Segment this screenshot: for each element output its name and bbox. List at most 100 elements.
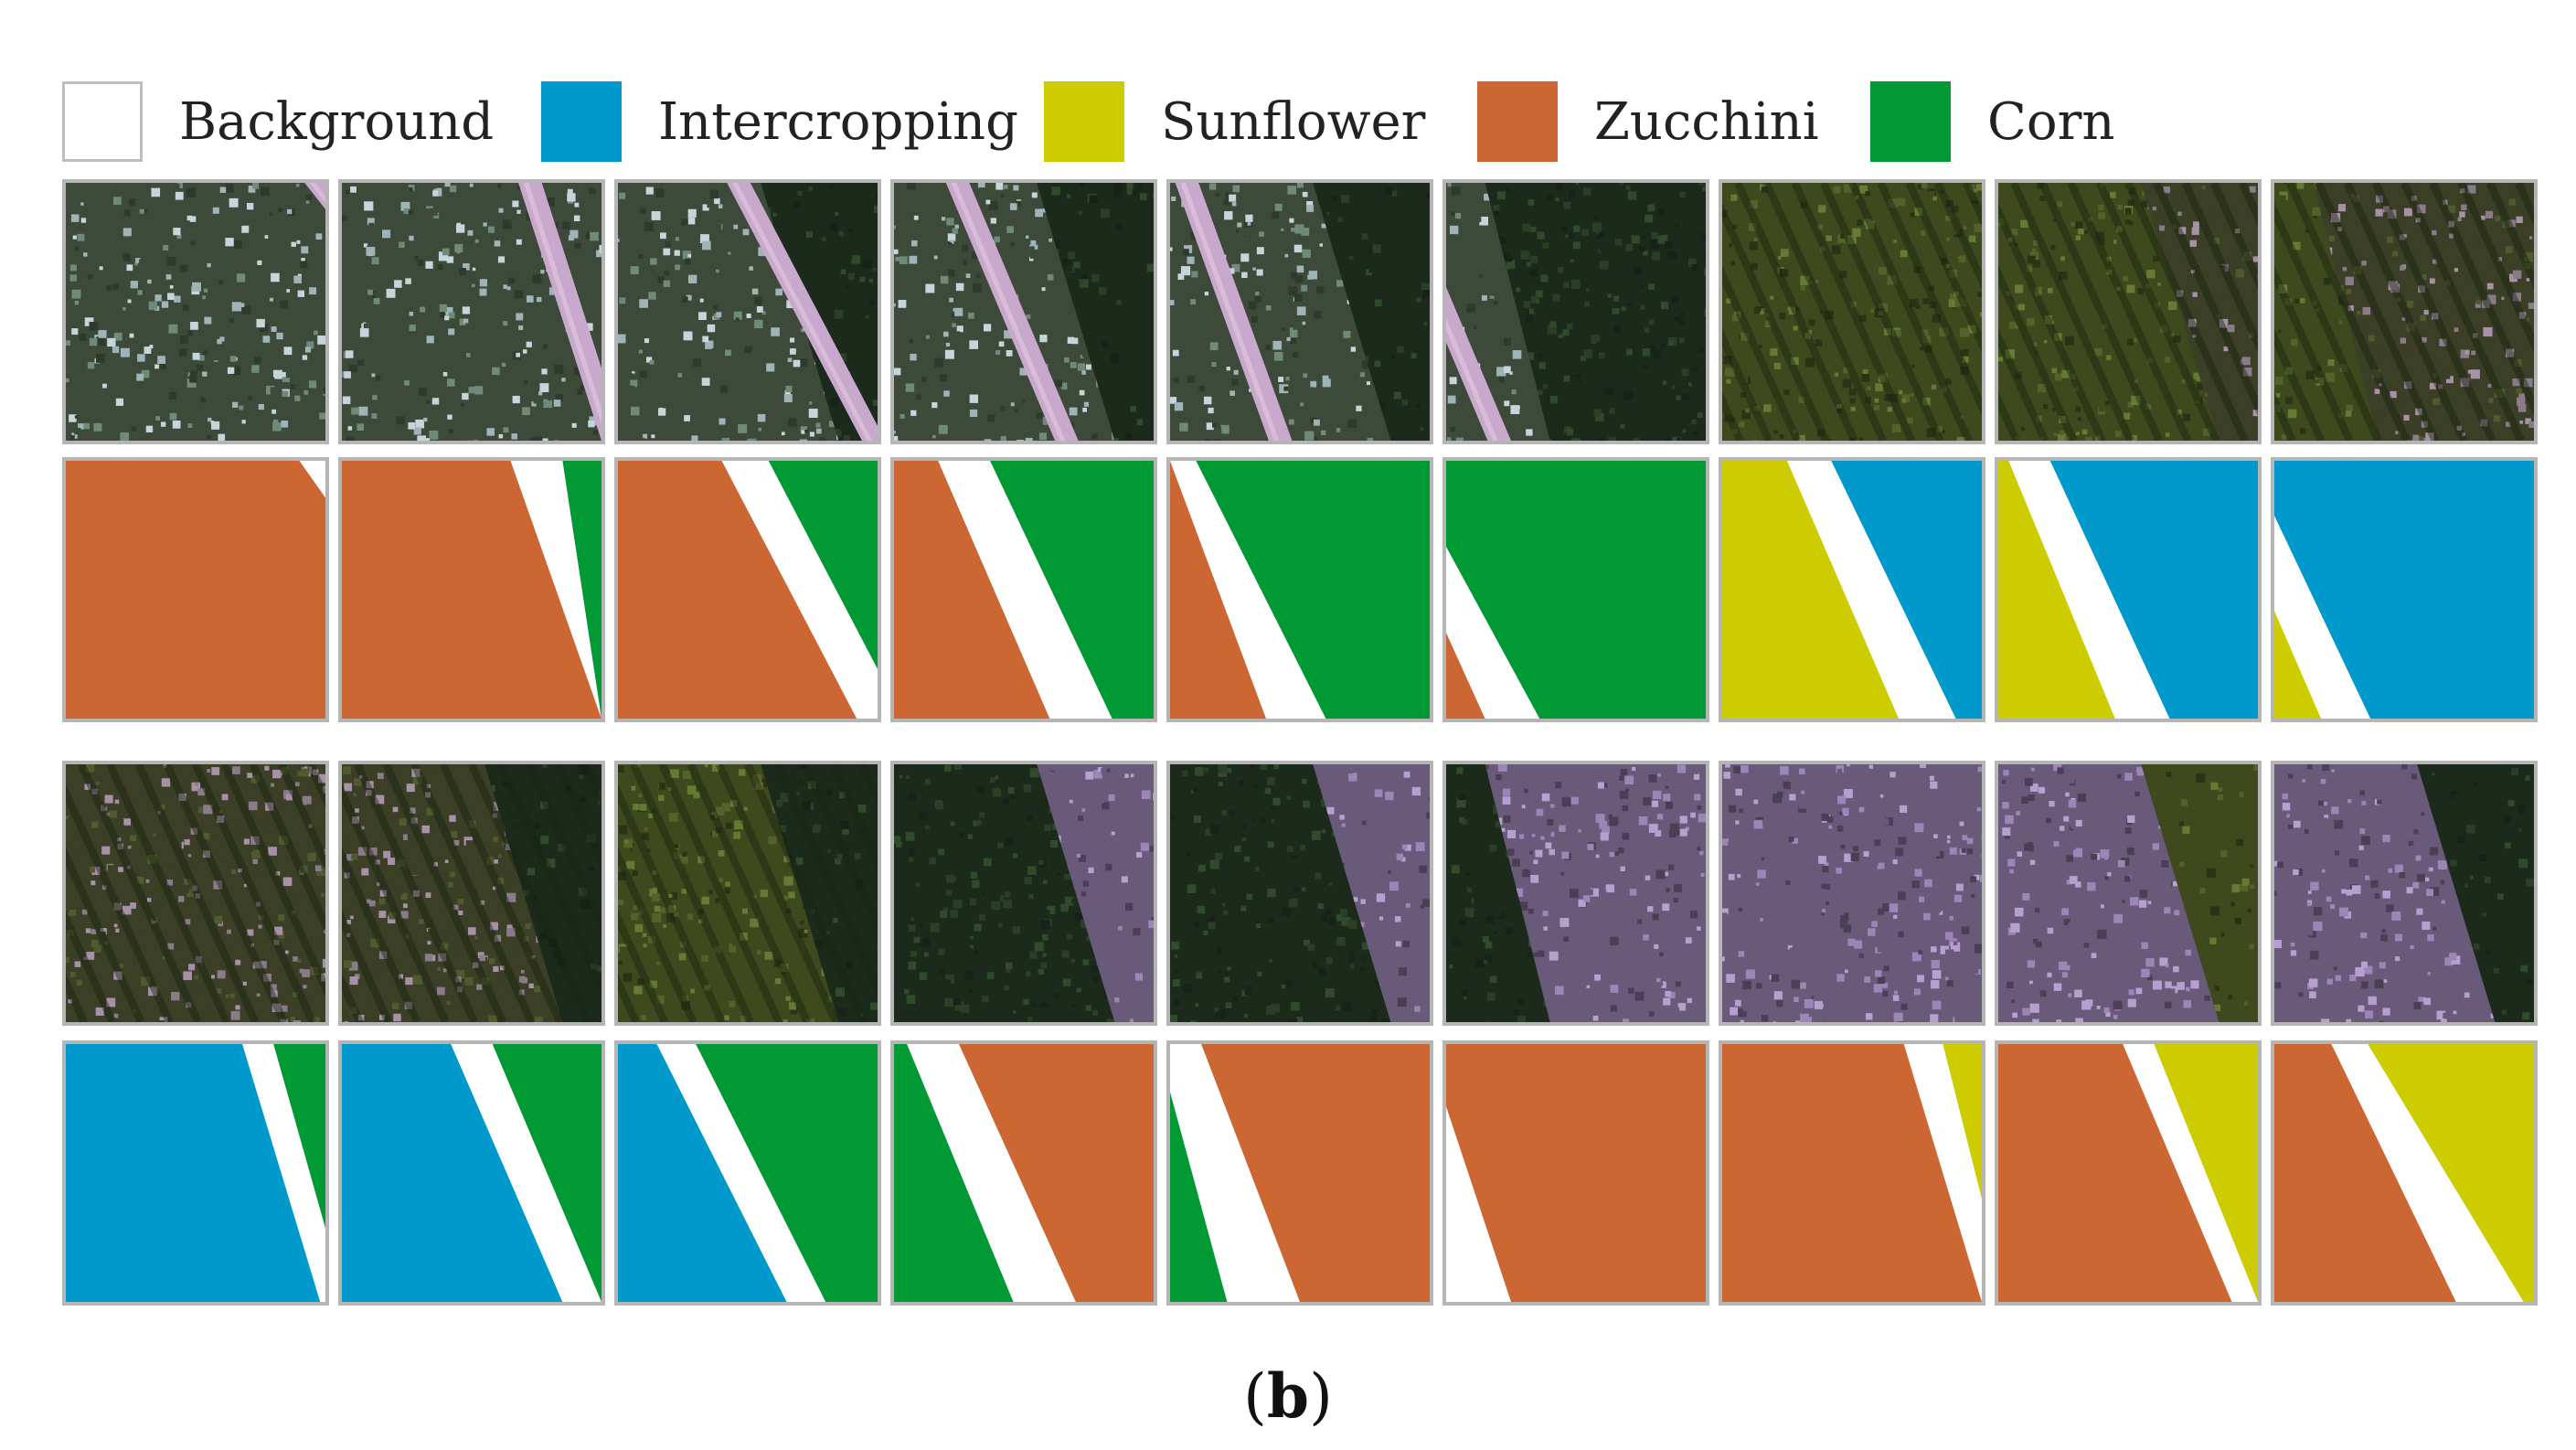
crop-row-line xyxy=(1762,183,1887,441)
mask-background-stripe xyxy=(2008,461,2170,719)
segmentation-mask-tile xyxy=(338,1040,605,1306)
crop-row-line xyxy=(66,784,174,1022)
legend-label-intercropping: Intercropping xyxy=(658,91,1018,152)
crop-row-line xyxy=(192,764,316,1022)
crop-row-line xyxy=(66,846,145,1022)
mask-sunflower-region xyxy=(2154,1044,2258,1302)
segmentation-mask-tile xyxy=(1719,457,1985,722)
mask-background-stripe xyxy=(721,461,878,719)
mask-corn-region xyxy=(990,461,1154,719)
crop-row-line xyxy=(342,846,421,1022)
canopy-texture xyxy=(1722,183,1982,441)
aerial-photo-tile xyxy=(338,179,605,444)
photo-base xyxy=(342,183,601,441)
crop-row-line xyxy=(2274,202,2382,441)
aerial-photo-tile xyxy=(1719,179,1985,444)
mask-zucchini-region xyxy=(894,461,1050,719)
crop-row-line xyxy=(78,764,202,1022)
mask-corn-region xyxy=(696,1044,878,1302)
mask-sunflower-region xyxy=(1722,461,1900,719)
crop-row-line xyxy=(687,764,812,1022)
mask-corn-region xyxy=(492,1044,601,1302)
legend-swatch-corn xyxy=(1870,81,1951,162)
mask-background-stripe xyxy=(1170,461,1326,719)
crop-row-line xyxy=(772,764,878,997)
dirt-road xyxy=(518,183,601,441)
mask-zucchini-region xyxy=(1446,1044,1706,1302)
crop-row-line xyxy=(354,764,478,1022)
crop-row-line xyxy=(2038,183,2163,441)
segmentation-mask-tile xyxy=(1442,1040,1709,1306)
mask-background-stripe xyxy=(451,1044,601,1302)
segmentation-mask-tile xyxy=(1995,1040,2262,1306)
photo-secondary-field xyxy=(1037,764,1154,1022)
crop-row-line xyxy=(618,909,669,1022)
mask-intercropping-region xyxy=(2274,461,2534,719)
aerial-photo-tile xyxy=(890,761,1157,1026)
dirt-road-edge xyxy=(1180,183,1280,441)
mask-zucchini-region xyxy=(1722,1044,1982,1302)
dirt-road-edge xyxy=(731,183,873,441)
mask-sunflower-region xyxy=(1943,1044,1982,1302)
crop-row-line xyxy=(1722,327,1773,441)
photo-secondary-field xyxy=(2417,764,2534,1022)
crop-row-line xyxy=(410,764,536,1022)
crop-row-line xyxy=(2274,264,2354,441)
photo-base xyxy=(66,183,325,441)
photo-secondary-field xyxy=(1313,764,1430,1022)
canopy-texture xyxy=(1722,764,1982,1022)
crop-row-line xyxy=(2067,183,2192,441)
crop-row-line xyxy=(829,764,878,871)
mask-zucchini-region xyxy=(1998,1044,2232,1302)
aerial-photo-tile xyxy=(614,179,881,444)
aerial-photo-tile xyxy=(2271,761,2538,1026)
mask-sunflower-region xyxy=(2368,1044,2534,1302)
aerial-photo-tile xyxy=(338,761,605,1026)
mask-corn-region xyxy=(894,1044,1014,1302)
aerial-photo-tile xyxy=(1442,179,1709,444)
mask-zucchini-region xyxy=(66,461,325,719)
crop-row-line xyxy=(1933,183,1982,290)
segmentation-mask-tile xyxy=(890,457,1157,722)
segmentation-mask-tile xyxy=(1166,1040,1433,1306)
photo-secondary-field xyxy=(1313,183,1430,441)
crop-row-line xyxy=(1722,202,1830,441)
crop-row-line xyxy=(2429,183,2534,416)
legend-label-background: Background xyxy=(179,91,495,152)
photo-secondary-field xyxy=(484,764,601,1022)
mask-corn-region xyxy=(1196,461,1430,719)
crop-row-line xyxy=(2010,183,2134,441)
crop-row-line xyxy=(2315,183,2439,441)
crop-row-line xyxy=(801,764,878,934)
caption-open-paren: ( xyxy=(1243,1361,1267,1432)
segmentation-mask-tile xyxy=(1995,457,2262,722)
mask-zucchini-region xyxy=(618,461,857,719)
crop-row-line xyxy=(1819,183,1944,441)
mask-corn-region xyxy=(1170,1044,1228,1302)
segmentation-mask-tile xyxy=(1442,457,1709,722)
aerial-photo-tile xyxy=(1166,761,1433,1026)
crop-row-line xyxy=(66,909,117,1022)
mask-zucchini-region xyxy=(342,461,601,719)
mask-background-stripe xyxy=(907,1044,1076,1302)
crop-row-line xyxy=(1905,183,1982,353)
segmentation-mask-tile xyxy=(614,457,881,722)
crop-row-line xyxy=(1998,327,2049,441)
segmentation-mask-tile xyxy=(1719,1040,1985,1306)
segmentation-mask-tile xyxy=(2271,1040,2538,1306)
mask-corn-region xyxy=(1446,461,1706,719)
crop-row-line xyxy=(1877,183,1982,416)
aerial-photo-tile xyxy=(614,761,881,1026)
crop-row-line xyxy=(618,846,697,1022)
dirt-road-edge xyxy=(951,183,1066,441)
crop-row-line xyxy=(468,764,592,1022)
crop-row-line xyxy=(1998,264,2078,441)
legend-item-corn: Corn xyxy=(1870,80,2114,163)
mask-intercropping-region xyxy=(66,1044,321,1302)
legend-swatch-background xyxy=(62,81,143,162)
segmentation-mask-tile xyxy=(2271,457,2538,722)
mask-intercropping-region xyxy=(618,1044,787,1302)
aerial-photo-tile xyxy=(1995,761,2262,1026)
crop-row-line xyxy=(1734,183,1858,441)
crop-row-line xyxy=(134,764,260,1022)
